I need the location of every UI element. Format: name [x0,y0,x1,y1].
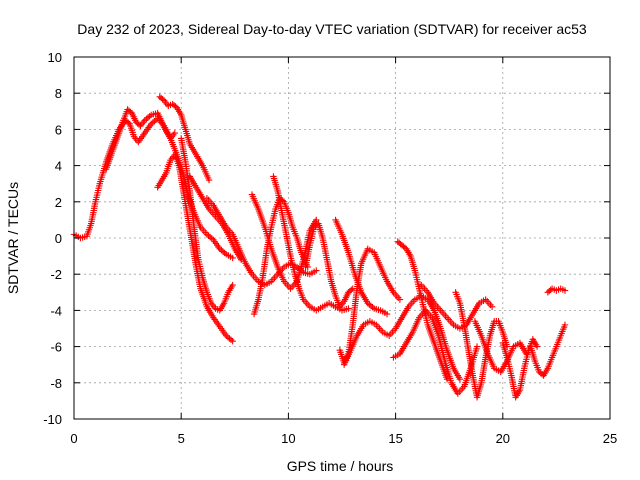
series-arc-o [394,238,451,383]
data-point [135,121,143,128]
data-point [205,176,213,184]
data-point [396,296,404,303]
series-arc-k [302,220,356,310]
series-arc-q [418,281,496,332]
y-tick-label: -4 [50,303,62,318]
y-tick-label: 6 [55,122,62,137]
y-tick-label: -6 [50,340,62,355]
y-tick-label: 0 [55,231,62,246]
axis-ticks [73,56,611,420]
x-tick-label: 0 [70,431,77,446]
data-point [561,321,569,329]
data-point [383,310,391,318]
y-tick-label: 4 [55,159,62,174]
data-point [348,286,355,294]
data-point [159,96,166,103]
data-point [229,254,236,262]
data-point [171,129,178,137]
series-arc-b [102,106,178,173]
data-point [279,197,286,204]
data-point [229,337,236,345]
y-tick-labels: -10 -8 -6 -4 -2 0 2 4 6 8 10 [43,50,62,427]
data-point [345,305,352,312]
x-tick-label: 15 [388,431,402,446]
series-arc-c [156,93,213,184]
x-tick-label: 25 [603,431,617,446]
chart-title: Day 232 of 2023, Sidereal Day-to-day VTE… [77,21,587,37]
x-tick-label: 10 [281,431,295,446]
x-axis-label: GPS time / hours [287,458,394,474]
grid-lines [74,57,610,419]
y-axis-label: SDTVAR / TECUs [5,182,21,294]
data-point [125,119,132,126]
data-point [533,343,541,350]
y-tick-label: -10 [43,412,62,427]
y-tick-label: 2 [55,195,62,210]
series-arc-e [178,135,236,314]
data-point [313,216,320,224]
series-arc-j [270,173,352,314]
data-point [229,281,236,289]
x-tick-label: 20 [496,431,510,446]
data-point [313,267,320,274]
data-point [456,375,464,383]
data-point [488,303,496,310]
y-tick-label: 8 [55,86,62,101]
series-arc-v [544,285,569,296]
x-tick-label: 5 [178,431,185,446]
data-point [473,343,481,350]
series-arc-u [527,321,569,379]
x-tick-labels: 0 5 10 15 20 25 [70,431,617,446]
y-tick-label: -2 [50,267,62,282]
data-point [561,287,569,294]
y-tick-label: -8 [50,376,62,391]
series-arc-r [452,289,511,401]
y-tick-label: 10 [48,50,62,65]
data-marks [70,93,569,401]
